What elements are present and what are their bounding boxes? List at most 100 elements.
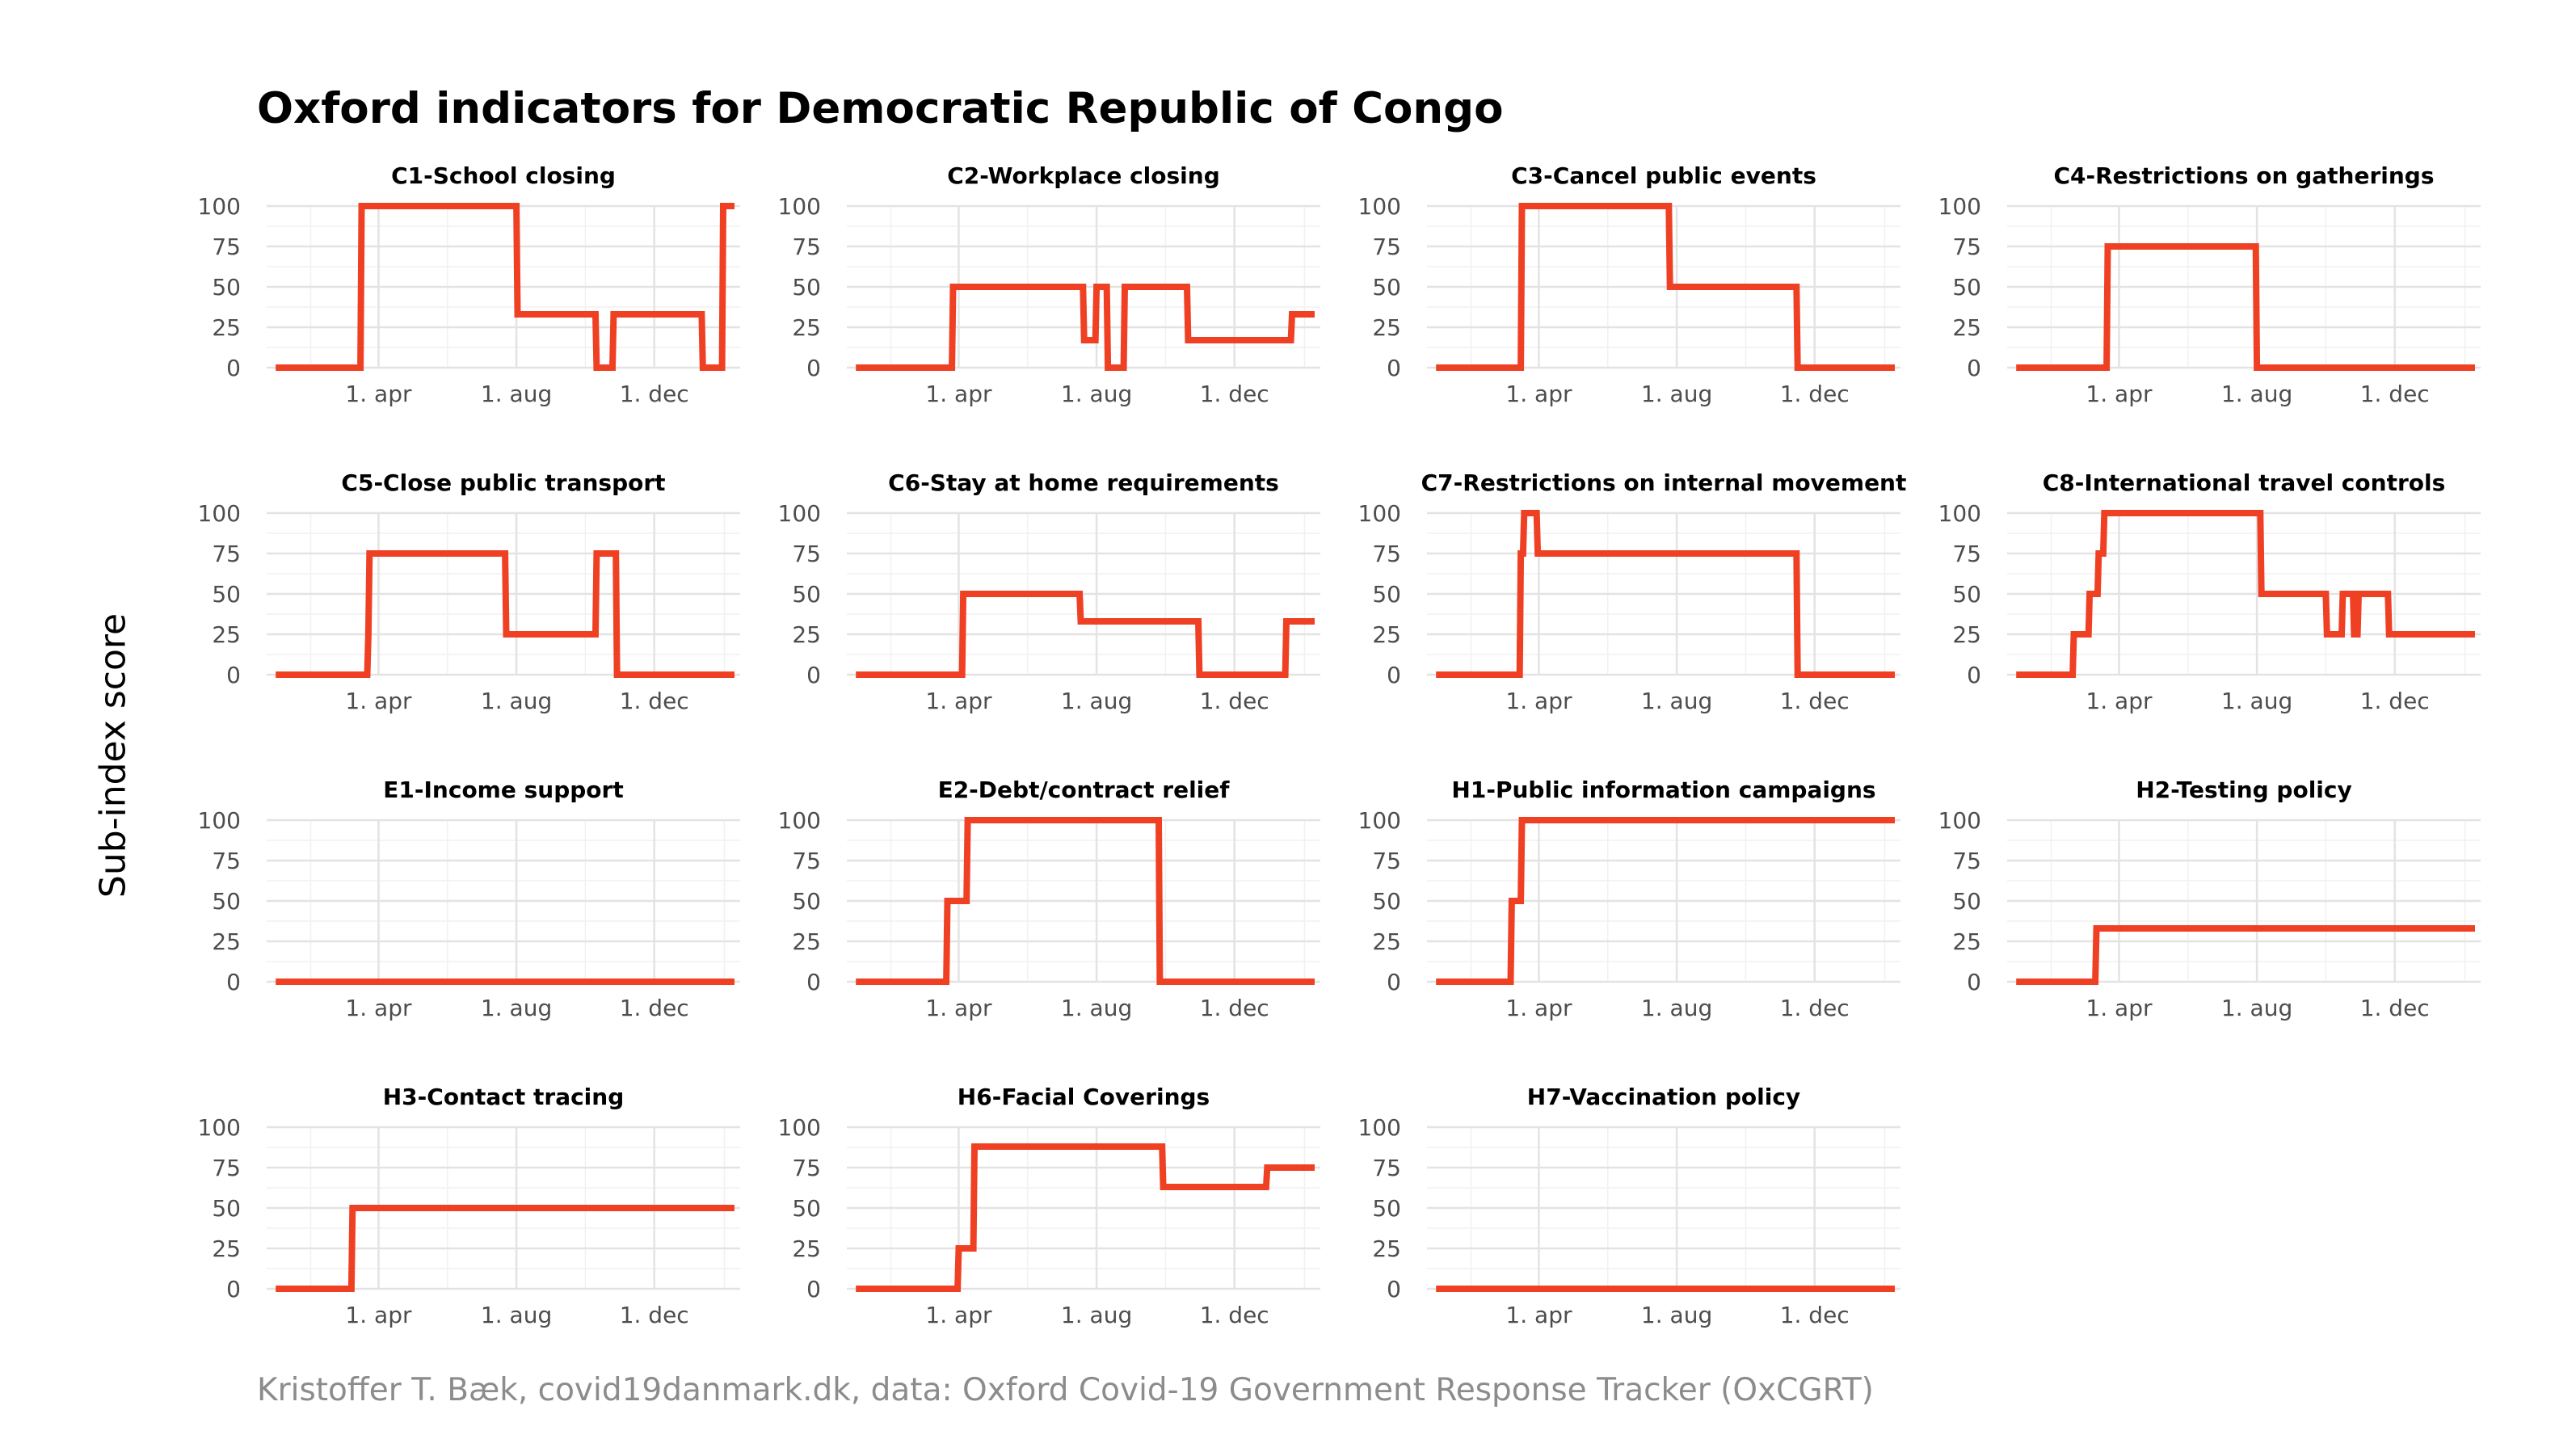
- x-tick-label: 1. apr: [925, 688, 992, 714]
- series-line: [276, 203, 734, 371]
- y-tick-label: 100: [1358, 500, 1401, 527]
- panel-title: H7-Vaccination policy: [1527, 1084, 1800, 1110]
- series-line: [2016, 510, 2475, 678]
- y-tick-label: 25: [1372, 928, 1401, 955]
- y-tick-label: 75: [792, 848, 821, 874]
- y-tick-label: 0: [226, 969, 241, 995]
- y-tick-label: 100: [778, 807, 821, 834]
- y-tick-label: 25: [212, 621, 241, 648]
- x-tick-label: 1. dec: [2360, 688, 2430, 714]
- y-tick-label: 75: [212, 848, 241, 874]
- y-tick-label: 0: [806, 969, 821, 995]
- y-tick-label: 75: [1372, 234, 1401, 260]
- series-line: [856, 817, 1315, 985]
- x-tick-label: 1. apr: [2086, 688, 2153, 714]
- x-tick-label: 1. dec: [1780, 381, 1850, 407]
- x-tick-label: 1. aug: [2221, 995, 2292, 1021]
- panel-title: H6-Facial Coverings: [958, 1084, 1210, 1110]
- y-tick-label: 50: [792, 888, 821, 915]
- y-tick-label: 50: [1372, 274, 1401, 301]
- x-tick-label: 1. aug: [1641, 381, 1712, 407]
- y-tick-label: 100: [1358, 807, 1401, 834]
- y-tick-label: 0: [226, 355, 241, 381]
- y-tick-label: 25: [1372, 621, 1401, 648]
- x-tick-label: 1. apr: [925, 381, 992, 407]
- y-tick-label: 100: [1938, 807, 1981, 834]
- panel: 0 25 50 75 100 1. apr 1. aug 1. dec E2-Debt/cont…: [778, 777, 1320, 1021]
- panel-title: C1-School closing: [391, 162, 616, 189]
- y-tick-label: 25: [1372, 1235, 1401, 1262]
- y-tick-label: 100: [198, 193, 241, 220]
- y-tick-label: 100: [1358, 193, 1401, 220]
- y-tick-label: 50: [792, 274, 821, 301]
- x-tick-label: 1. aug: [1061, 1302, 1132, 1328]
- y-tick-label: 0: [226, 1276, 241, 1303]
- panel-title: C4-Restrictions on gatherings: [2053, 162, 2434, 189]
- panel: 0 25 50 75 100 1. apr 1. aug 1. dec C8-Internati…: [1938, 469, 2481, 714]
- x-tick-label: 1. apr: [925, 995, 992, 1021]
- panel-title: E1-Income support: [383, 777, 623, 803]
- panel-title: C8-International travel controls: [2043, 469, 2446, 496]
- y-tick-label: 0: [1967, 969, 1981, 995]
- x-tick-label: 1. aug: [1061, 995, 1132, 1021]
- y-tick-label: 50: [1952, 274, 1981, 301]
- y-tick-label: 0: [806, 1276, 821, 1303]
- x-tick-label: 1. dec: [1780, 688, 1850, 714]
- x-tick-label: 1. aug: [2221, 688, 2292, 714]
- y-tick-label: 75: [1372, 848, 1401, 874]
- panel-title: C6-Stay at home requirements: [888, 469, 1279, 496]
- x-tick-label: 1. apr: [345, 1302, 412, 1328]
- caption: Kristoffer T. Bæk, covid19danmark.dk, da…: [257, 1372, 1874, 1408]
- series-line: [276, 1205, 734, 1292]
- series-line: [856, 591, 1315, 678]
- y-tick-label: 50: [1372, 1195, 1401, 1222]
- y-tick-label: 50: [1372, 581, 1401, 608]
- y-tick-label: 75: [1372, 1155, 1401, 1181]
- y-tick-label: 75: [792, 234, 821, 260]
- x-tick-label: 1. dec: [620, 688, 689, 714]
- y-tick-label: 50: [212, 888, 241, 915]
- x-tick-label: 1. aug: [1641, 995, 1712, 1021]
- series-line: [1436, 203, 1895, 371]
- x-tick-label: 1. dec: [1200, 1302, 1269, 1328]
- y-tick-label: 25: [1952, 928, 1981, 955]
- x-tick-label: 1. apr: [2086, 995, 2153, 1021]
- panel: 0 25 50 75 100 1. apr 1. aug 1. dec C7-Restricti…: [1358, 469, 1907, 714]
- y-tick-label: 75: [1952, 541, 1981, 567]
- x-tick-label: 1. apr: [345, 381, 412, 407]
- x-tick-label: 1. apr: [345, 688, 412, 714]
- x-tick-label: 1. aug: [2221, 381, 2292, 407]
- x-tick-label: 1. aug: [1061, 688, 1132, 714]
- panel: 0 25 50 75 100 1. apr 1. aug 1. dec C3-Cancel pu…: [1358, 162, 1900, 407]
- x-tick-label: 1. dec: [1780, 1302, 1850, 1328]
- panel: 0 25 50 75 100 1. apr 1. aug 1. dec H1-Public in…: [1358, 777, 1900, 1021]
- panel: 0 25 50 75 100 1. apr 1. aug 1. dec C2-Workplace…: [778, 162, 1320, 407]
- x-tick-label: 1. apr: [1505, 381, 1572, 407]
- y-tick-label: 75: [792, 541, 821, 567]
- panel: 0 25 50 75 100 1. apr 1. aug 1. dec C1-School cl…: [198, 162, 740, 407]
- page-title: Oxford indicators for Democratic Republi…: [257, 84, 1504, 133]
- y-tick-label: 25: [212, 1235, 241, 1262]
- y-tick-label: 50: [792, 1195, 821, 1222]
- y-tick-label: 50: [212, 581, 241, 608]
- series-line: [276, 550, 734, 678]
- x-tick-label: 1. dec: [1200, 995, 1269, 1021]
- y-tick-label: 100: [778, 1114, 821, 1141]
- y-tick-label: 25: [792, 928, 821, 955]
- y-tick-label: 100: [198, 807, 241, 834]
- y-tick-label: 0: [1387, 355, 1401, 381]
- y-tick-label: 75: [1952, 234, 1981, 260]
- y-tick-label: 50: [1952, 888, 1981, 915]
- y-tick-label: 25: [792, 621, 821, 648]
- series-line: [2016, 243, 2475, 371]
- panel: 0 25 50 75 100 1. apr 1. aug 1. dec H6-Facial Co…: [778, 1084, 1320, 1328]
- y-tick-label: 0: [1967, 662, 1981, 688]
- series-line: [856, 1143, 1315, 1292]
- x-tick-label: 1. aug: [1641, 1302, 1712, 1328]
- y-tick-label: 75: [212, 1155, 241, 1181]
- y-tick-label: 0: [1967, 355, 1981, 381]
- y-tick-label: 50: [212, 274, 241, 301]
- x-tick-label: 1. apr: [1505, 1302, 1572, 1328]
- panel: 0 25 50 75 100 1. apr 1. aug 1. dec E1-Income su…: [198, 777, 740, 1021]
